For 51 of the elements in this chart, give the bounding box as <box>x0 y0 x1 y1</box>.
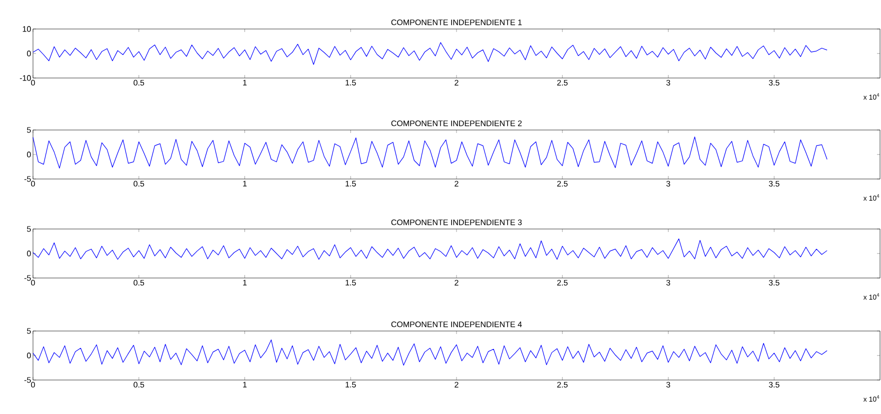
x-tick-label: 3 <box>666 280 670 286</box>
x-tick-label: 1 <box>243 280 247 286</box>
x-tick-label: 2 <box>454 80 458 86</box>
x-tick-label: 3.5 <box>768 180 780 187</box>
y-tick-label: -10 <box>20 75 31 81</box>
x-tick-label: 0 <box>31 280 35 286</box>
x-tick-label: 3.5 <box>768 280 780 286</box>
x-tick-label: 0.5 <box>134 280 144 286</box>
x-tick-label: 2 <box>454 180 458 186</box>
y-tick-label: 5 <box>27 328 31 334</box>
x-tick-label: 2.5 <box>557 280 568 286</box>
y-tick-label: 0 <box>27 352 31 358</box>
y-tick-label: 5 <box>27 226 31 232</box>
x-tick-label: 1.5 <box>346 180 356 186</box>
x-tick-label: 1 <box>243 80 247 86</box>
line-series <box>32 42 828 65</box>
y-tick-label: 5 <box>27 127 31 133</box>
y-tick-label: -5 <box>24 377 31 383</box>
x-tick-label: 1.5 <box>346 80 356 86</box>
y-tick-label: 0 <box>27 152 31 158</box>
x-tick-label: 1 <box>243 382 247 388</box>
x-tick-label: 2.5 <box>557 80 568 86</box>
x-tick-label: 0.5 <box>134 80 144 86</box>
x-tick-label: 2.5 <box>557 180 568 187</box>
chart-title: COMPONENTE INDEPENDIENTE 4 <box>391 321 522 328</box>
y-tick-label: 0 <box>27 250 31 256</box>
x-tick-label: 0.5 <box>134 180 144 187</box>
x-tick-label: 2.5 <box>557 382 568 388</box>
x-tick-label: 2 <box>454 280 458 286</box>
line-series <box>32 340 828 366</box>
x-tick-label: 2 <box>454 382 458 388</box>
x-tick-label: 1 <box>243 180 247 186</box>
x-tick-label: 1.5 <box>346 382 356 388</box>
x-tick-label: 3.5 <box>768 382 780 388</box>
x-tick-label: 3 <box>666 180 670 187</box>
line-series <box>32 136 828 169</box>
chart-title: COMPONENTE INDEPENDIENTE 3 <box>391 219 522 226</box>
x-tick-label: 0 <box>31 180 35 187</box>
x-tick-label: 0.5 <box>134 382 144 388</box>
y-tick-label: 10 <box>22 26 31 32</box>
x-tick-label: 1.5 <box>346 280 356 286</box>
y-tick-label: 0 <box>27 50 31 56</box>
chart-title: COMPONENTE INDEPENDIENTE 2 <box>391 120 522 126</box>
x-tick-label: 0 <box>31 382 35 388</box>
x-tick-label: 3 <box>666 80 670 86</box>
y-tick-label: -5 <box>24 176 31 182</box>
chart-title: COMPONENTE INDEPENDIENTE 1 <box>391 19 522 26</box>
y-tick-label: -5 <box>24 275 31 281</box>
x-tick-label: 0 <box>31 80 35 86</box>
x-tick-label: 3 <box>666 382 670 388</box>
x-tick-label: 3.5 <box>768 80 780 86</box>
